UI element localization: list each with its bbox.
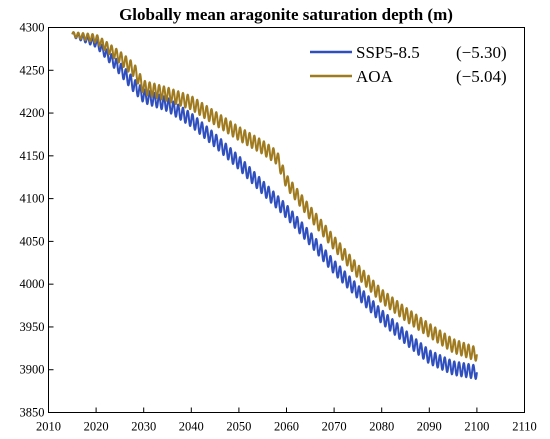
x-tick-label: 2100 [464,420,489,434]
x-tick-label: 2110 [512,420,537,434]
y-tick-label: 4050 [20,234,45,248]
y-tick-label: 3900 [20,363,45,377]
y-tick-label: 4150 [20,149,45,163]
axis-ticks: 2010 2020 2030 2040 2050 2060 2070 2080 2090 2100… [20,21,537,434]
legend-label-ssp585: SSP5-8.5 [356,43,420,62]
legend-trend-ssp585: (−5.30) [456,43,507,62]
y-tick-label: 3850 [20,406,45,420]
y-tick-label: 4000 [20,277,45,291]
x-tick-label: 2050 [226,420,251,434]
series-layer [71,31,478,380]
x-tick-label: 2080 [369,420,394,434]
series-line-ssp585 [71,31,478,380]
series-line-aoa [71,31,478,362]
x-tick-label: 2010 [36,420,61,434]
y-tick-label: 4300 [20,21,45,35]
x-tick-label: 2060 [274,420,299,434]
chart-title: Globally mean aragonite saturation depth… [119,5,453,24]
x-tick-label: 2020 [84,420,109,434]
legend: SSP5-8.5 (−5.30) AOA (−5.04) [310,43,507,86]
x-tick-label: 2030 [131,420,156,434]
x-tick-label: 2070 [322,420,347,434]
legend-label-aoa: AOA [356,67,394,86]
y-tick-label: 3950 [20,320,45,334]
y-tick-label: 4100 [20,192,45,206]
y-tick-label: 4250 [20,63,45,77]
y-tick-label: 4200 [20,106,45,120]
plot-area [48,27,525,413]
legend-trend-aoa: (−5.04) [456,67,507,86]
x-tick-label: 2090 [417,420,442,434]
x-tick-label: 2040 [179,420,204,434]
